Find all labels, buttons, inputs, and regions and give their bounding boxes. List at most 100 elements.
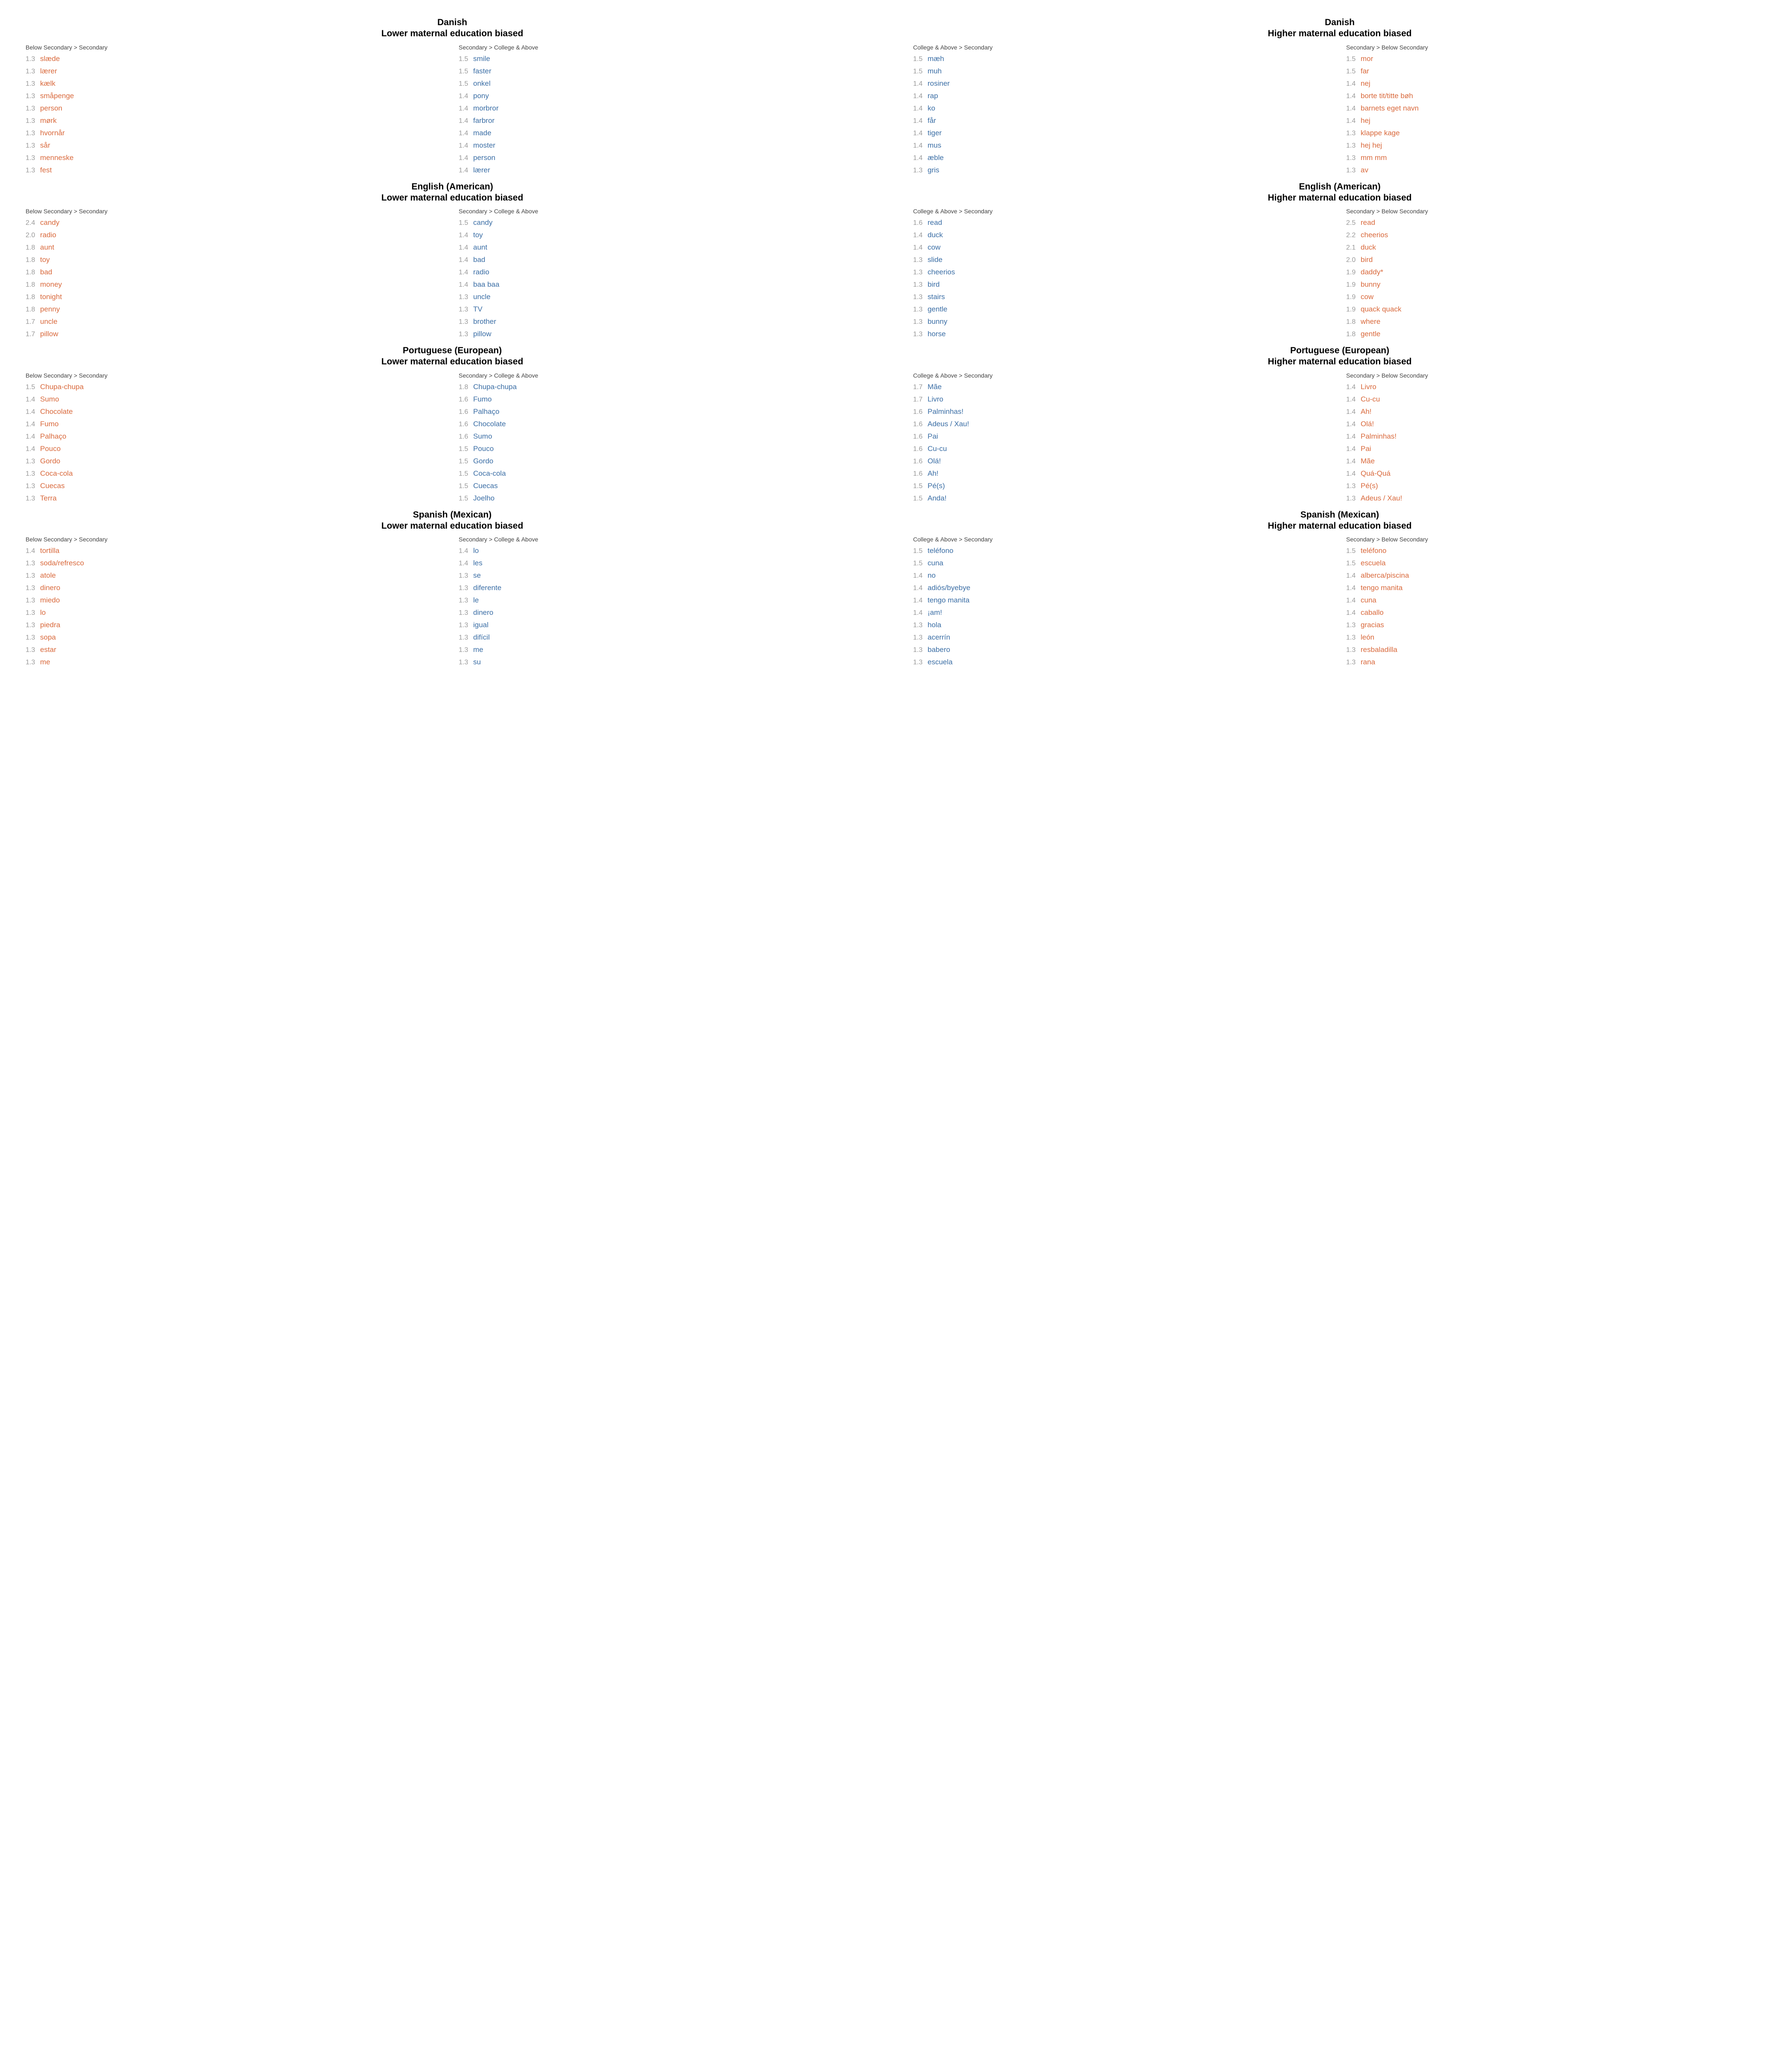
word-label: Chupa-chupa	[473, 381, 517, 393]
word-label: mørk	[40, 115, 57, 126]
word-label: pillow	[473, 329, 492, 340]
word-value: 1.3	[913, 166, 928, 176]
word-label: småpenge	[40, 90, 74, 102]
word-label: igual	[473, 620, 489, 631]
column-header: Secondary > Below Secondary	[1346, 372, 1766, 379]
panel-language: Portuguese (European)	[913, 345, 1766, 356]
word-row: 1.6Ah!	[913, 468, 1333, 479]
word-label: Olá!	[1361, 419, 1374, 430]
word-value: 1.4	[26, 395, 40, 405]
word-label: read	[1361, 217, 1375, 228]
word-column: College & Above > Secondary1.5mæh1.5muh1…	[913, 44, 1333, 177]
word-row: 1.4tengo manita	[1346, 582, 1766, 593]
word-row: 1.3rana	[1346, 657, 1766, 668]
word-row: 1.3me	[459, 644, 879, 655]
word-row: 1.6Palhaço	[459, 406, 879, 417]
word-label: penny	[40, 304, 60, 315]
word-value: 1.3	[459, 571, 473, 581]
panel-title: Portuguese (European)Lower maternal educ…	[26, 345, 879, 368]
word-value: 1.4	[1346, 571, 1361, 581]
word-label: acerrín	[928, 632, 950, 643]
word-row: 1.5far	[1346, 66, 1766, 77]
word-label: candy	[473, 217, 492, 228]
panel: Portuguese (European)Higher maternal edu…	[913, 345, 1766, 505]
word-value: 1.4	[459, 128, 473, 139]
word-value: 1.3	[459, 608, 473, 618]
word-row: 1.3escuela	[913, 657, 1333, 668]
word-value: 1.3	[913, 305, 928, 315]
word-row: 1.5Coca-cola	[459, 468, 879, 479]
word-column: Secondary > Below Secondary2.5read2.2che…	[1346, 208, 1766, 341]
word-value: 1.3	[913, 657, 928, 668]
word-value: 1.3	[1346, 494, 1361, 504]
word-row: 1.4aunt	[459, 242, 879, 253]
word-value: 1.4	[459, 104, 473, 114]
word-label: adiós/byebye	[928, 582, 970, 593]
word-value: 1.4	[26, 432, 40, 442]
word-value: 1.3	[459, 633, 473, 643]
word-label: Ah!	[928, 468, 939, 479]
word-label: Quá-Quá	[1361, 468, 1391, 479]
word-row: 1.5Pouco	[459, 443, 879, 454]
word-value: 1.4	[1346, 444, 1361, 454]
word-label: le	[473, 595, 479, 606]
word-row: 1.3hej hej	[1346, 140, 1766, 151]
column-header: Secondary > College & Above	[459, 372, 879, 379]
word-value: 1.3	[913, 633, 928, 643]
word-value: 1.4	[459, 546, 473, 556]
word-label: read	[928, 217, 942, 228]
word-value: 1.4	[26, 407, 40, 417]
word-value: 1.4	[459, 559, 473, 569]
panel-columns: Below Secondary > Secondary1.5Chupa-chup…	[26, 372, 879, 505]
word-value: 1.7	[26, 329, 40, 340]
word-label: Cu-cu	[1361, 394, 1380, 405]
word-label: Pé(s)	[1361, 480, 1378, 492]
word-label: Cu-cu	[928, 443, 947, 454]
word-value: 1.4	[459, 166, 473, 176]
word-value: 1.3	[26, 608, 40, 618]
word-label: gris	[928, 165, 939, 176]
word-row: 1.4Chocolate	[26, 406, 446, 417]
word-label: lo	[40, 607, 46, 618]
word-label: tonight	[40, 291, 62, 303]
word-row: 1.6Chocolate	[459, 419, 879, 430]
word-value: 1.3	[26, 481, 40, 492]
word-value: 1.4	[913, 141, 928, 151]
word-value: 1.5	[459, 469, 473, 479]
word-value: 1.5	[1346, 67, 1361, 77]
word-row: 1.3su	[459, 657, 879, 668]
word-row: 1.3estar	[26, 644, 446, 655]
word-row: 1.4tortilla	[26, 545, 446, 556]
word-column: Secondary > College & Above1.5candy1.4to…	[459, 208, 879, 341]
word-value: 1.6	[459, 407, 473, 417]
word-row: 1.3bird	[913, 279, 1333, 290]
word-label: bunny	[928, 316, 947, 327]
word-value: 1.4	[26, 419, 40, 430]
word-column: Secondary > College & Above1.5smile1.5fa…	[459, 44, 879, 177]
word-value: 1.4	[459, 280, 473, 290]
word-label: rap	[928, 90, 938, 102]
column-header: College & Above > Secondary	[913, 208, 1333, 215]
word-label: tiger	[928, 128, 942, 139]
word-row: 1.4Pai	[1346, 443, 1766, 454]
word-column: Secondary > College & Above1.4lo1.4les1.…	[459, 536, 879, 669]
word-value: 1.4	[459, 243, 473, 253]
word-row: 1.5smile	[459, 53, 879, 64]
word-value: 1.4	[1346, 583, 1361, 593]
word-row: 1.5muh	[913, 66, 1333, 77]
word-row: 1.6Adeus / Xau!	[913, 419, 1333, 430]
word-value: 2.1	[1346, 243, 1361, 253]
word-row: 1.4rap	[913, 90, 1333, 102]
word-row: 1.4morbror	[459, 103, 879, 114]
word-value: 1.6	[913, 469, 928, 479]
word-label: Cuecas	[473, 480, 498, 492]
column-header: Secondary > College & Above	[459, 208, 879, 215]
word-label: soda/refresco	[40, 558, 84, 569]
word-label: borte tit/titte bøh	[1361, 90, 1413, 102]
word-value: 1.3	[459, 583, 473, 593]
word-row: 1.5cuna	[913, 558, 1333, 569]
word-label: menneske	[40, 152, 73, 163]
word-label: made	[473, 128, 492, 139]
word-label: av	[1361, 165, 1368, 176]
word-row: 1.3piedra	[26, 620, 446, 631]
